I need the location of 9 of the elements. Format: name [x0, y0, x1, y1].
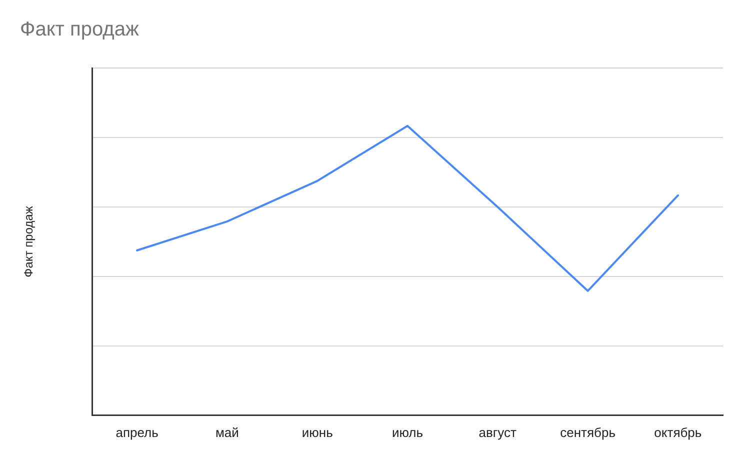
x-tick-label: июнь: [302, 424, 334, 440]
x-tick-label: август: [478, 424, 517, 440]
x-tick-label: октябрь: [654, 424, 702, 440]
x-tick-label: май: [215, 424, 239, 440]
x-tick-label: апрель: [116, 424, 159, 440]
x-tick-label: июль: [392, 424, 424, 440]
y-axis-title: Факт продаж: [22, 206, 36, 278]
chart-title: Факт продаж: [20, 18, 140, 41]
x-tick-label: сентябрь: [560, 424, 616, 440]
